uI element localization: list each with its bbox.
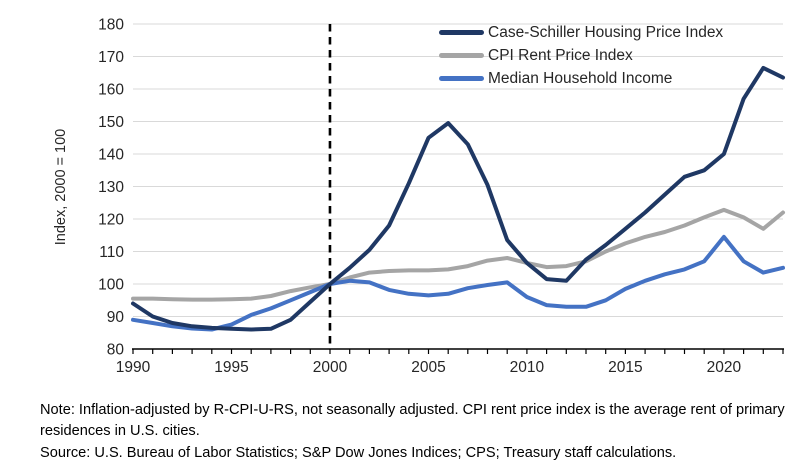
- chart-legend: Case-Schiller Housing Price Index CPI Re…: [439, 21, 723, 90]
- legend-item-median-income: Median Household Income: [439, 67, 723, 90]
- y-tick-label: 110: [99, 244, 124, 261]
- legend-item-cpi-rent: CPI Rent Price Index: [439, 44, 723, 67]
- chart-note: Note: Inflation-adjusted by R-CPI-U-RS, …: [40, 402, 785, 440]
- median-income-line-swatch: [439, 76, 484, 81]
- y-tick-label: 160: [98, 82, 124, 99]
- legend-label-cpi-rent: CPI Rent Price Index: [488, 46, 633, 64]
- y-tick-label: 90: [107, 309, 125, 326]
- y-tick-label: 170: [98, 49, 124, 66]
- legend-item-case-schiller: Case-Schiller Housing Price Index: [439, 21, 723, 44]
- legend-label-median-income: Median Household Income: [488, 69, 673, 87]
- series-line-median-income: [131, 234, 785, 332]
- y-tick-label: 120: [98, 212, 124, 229]
- y-tick-label: 100: [98, 277, 124, 294]
- x-tick-label: 2010: [510, 359, 545, 376]
- cpi-rent-line-swatch: [439, 53, 484, 58]
- chart-footnotes: Note: Inflation-adjusted by R-CPI-U-RS, …: [40, 400, 792, 464]
- line-chart: 80 90 100 110 120 130 140 150 160 170 180 1990 1995 2…: [98, 17, 785, 376]
- y-tick-label: 150: [98, 114, 124, 131]
- series-line-cpi-rent: [131, 207, 785, 302]
- chart-source: Source: U.S. Bureau of Labor Statistics;…: [40, 444, 677, 461]
- case-schiller-line-swatch: [439, 30, 484, 35]
- x-tick-label: 2005: [411, 359, 445, 376]
- series-line-case-schiller: [131, 65, 785, 332]
- x-tick-label: 1990: [116, 359, 151, 376]
- x-tick-label: 2000: [313, 359, 348, 376]
- y-tick-label: 140: [98, 147, 124, 164]
- y-tick-label: 80: [107, 342, 125, 359]
- x-tick-label: 1995: [214, 359, 248, 376]
- legend-label-case-schiller: Case-Schiller Housing Price Index: [488, 23, 724, 41]
- y-axis-title: Index, 2000 = 100: [53, 128, 69, 246]
- x-tick-label: 2015: [608, 359, 642, 376]
- y-tick-label: 180: [98, 17, 124, 34]
- x-tick-label: 2020: [707, 359, 742, 376]
- y-tick-label: 130: [98, 179, 124, 196]
